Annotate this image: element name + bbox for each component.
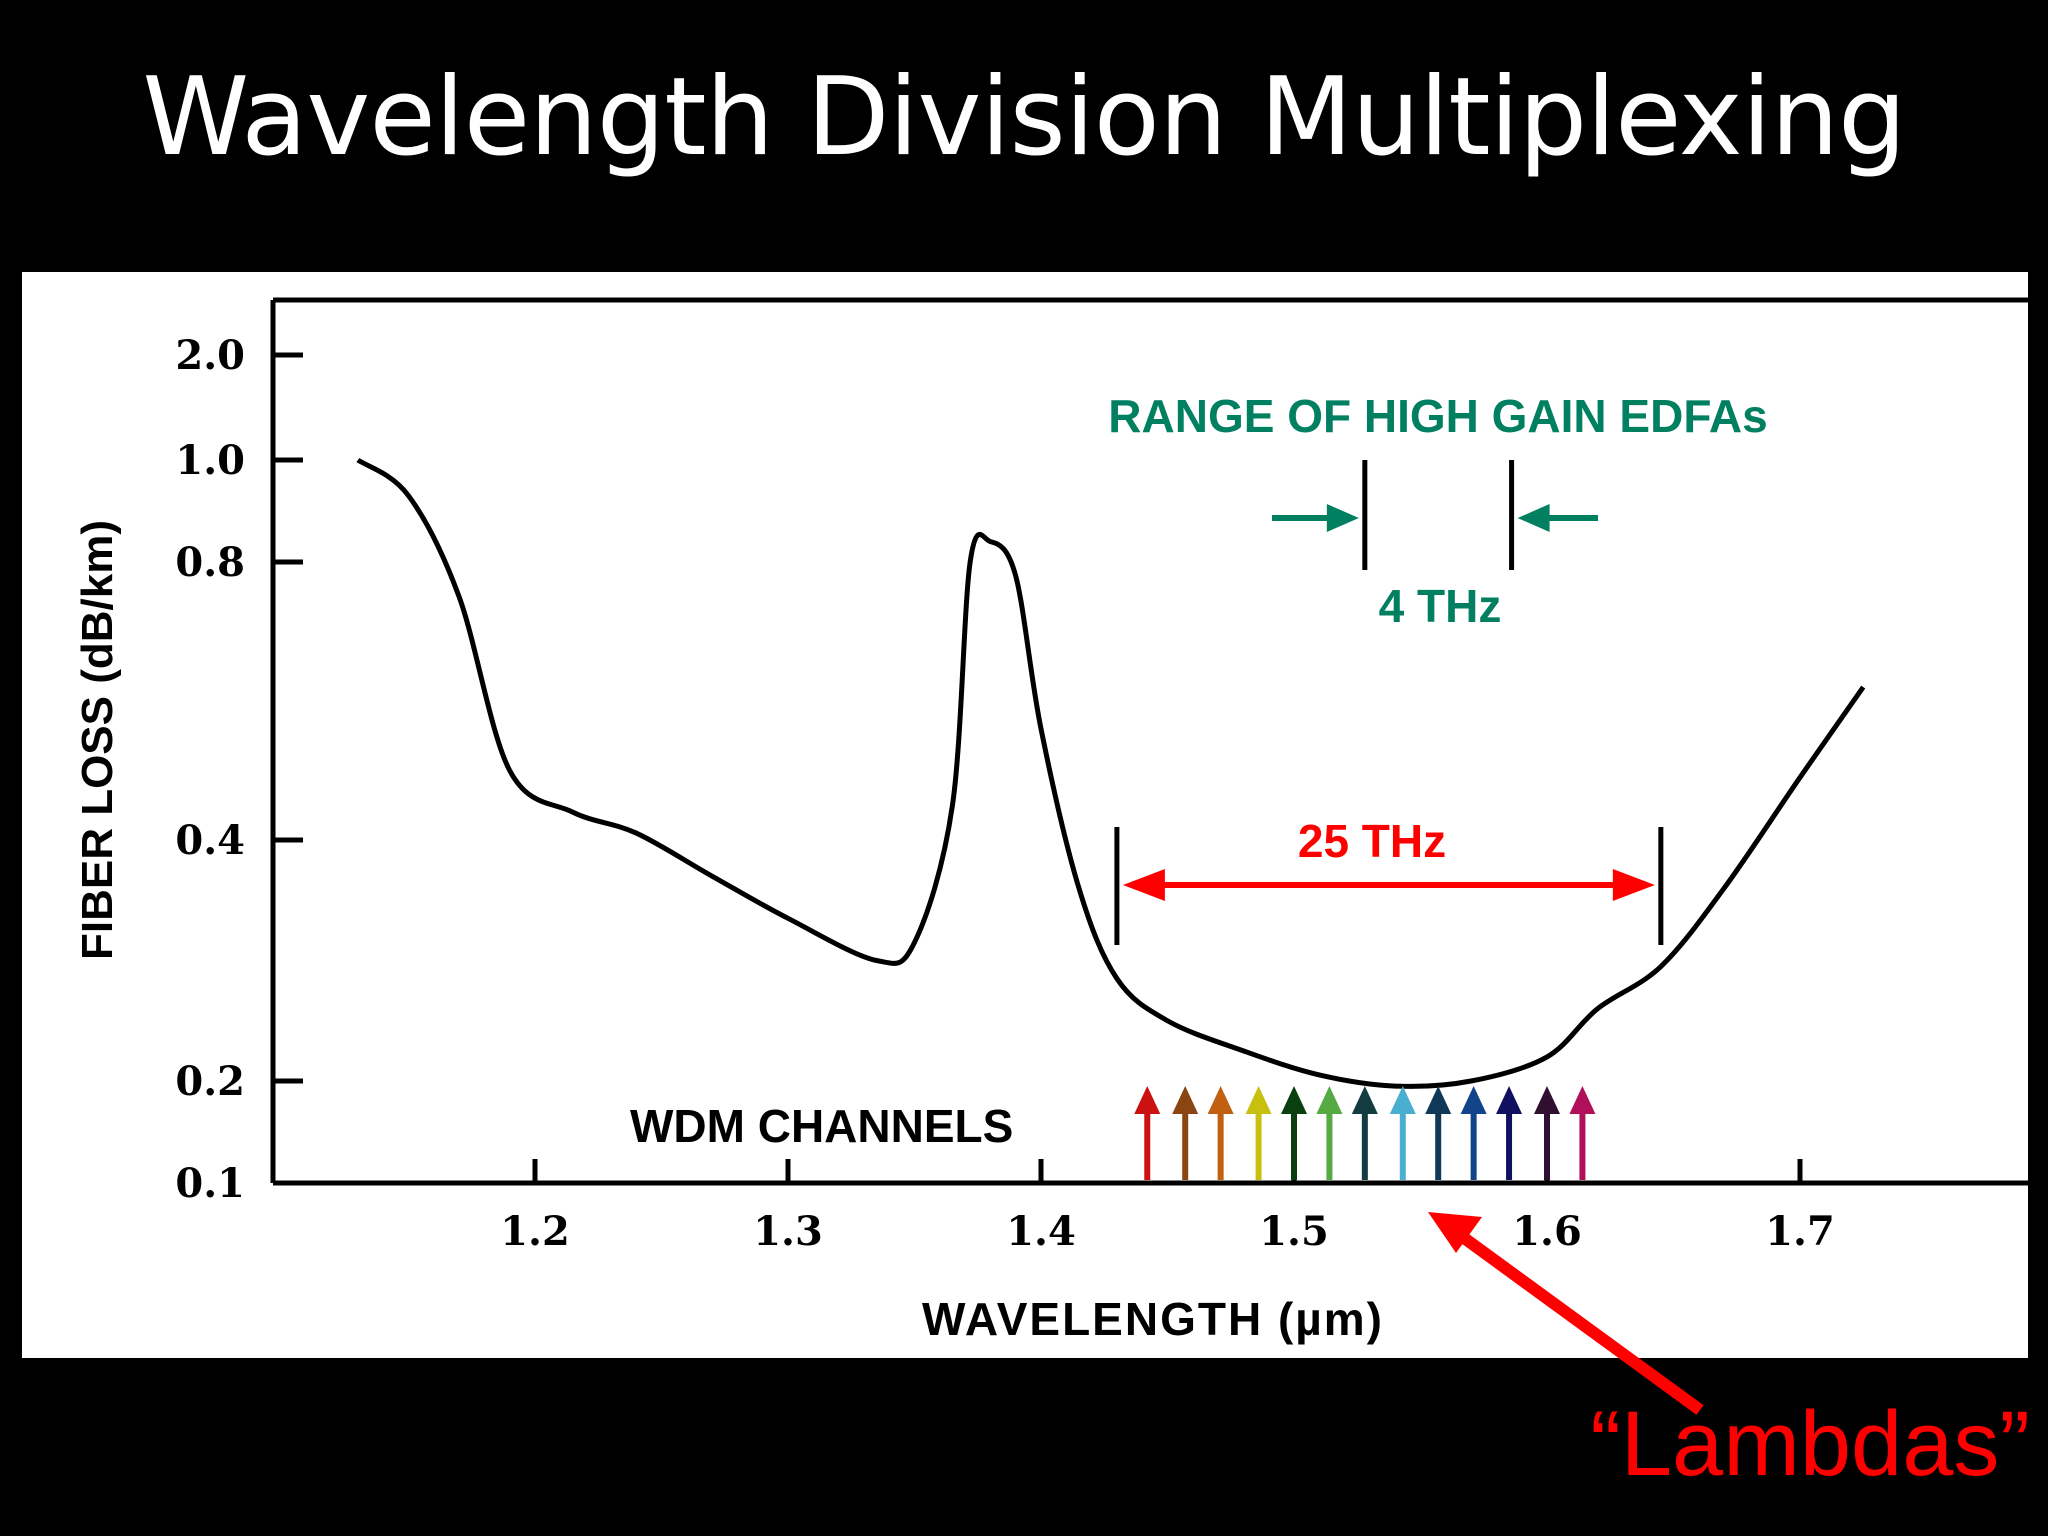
wdm-channel-arrowhead bbox=[1316, 1086, 1343, 1114]
x-axis-title: WAVELENGTH (µm) bbox=[922, 1293, 1384, 1345]
y-axis-title: FIBER LOSS (dB/km) bbox=[73, 520, 122, 960]
edfa-left-arrow-head bbox=[1326, 504, 1359, 532]
window-arrow-head-right bbox=[1612, 869, 1655, 901]
wdm-channel-arrowhead bbox=[1245, 1086, 1272, 1114]
y-tick-label: 0.1 bbox=[175, 1160, 245, 1207]
edfa-bandwidth-label: 4 THz bbox=[1379, 580, 1502, 632]
callout-arrow-shaft bbox=[1456, 1230, 1704, 1415]
wdm-channel-arrowhead bbox=[1460, 1086, 1487, 1114]
wdm-channel-arrowhead bbox=[1425, 1086, 1452, 1114]
window-bandwidth-label: 25 THz bbox=[1298, 815, 1446, 867]
plot-frame bbox=[270, 297, 2030, 1186]
slide-title: Wavelength Division Multiplexing bbox=[142, 55, 1906, 180]
wdm-channel-arrowhead bbox=[1496, 1086, 1523, 1114]
lambdas-callout-group: “Lambdas” bbox=[1428, 1212, 2030, 1495]
x-tick-label: 1.4 bbox=[1006, 1208, 1076, 1255]
y-tick-label: 0.2 bbox=[175, 1058, 245, 1105]
x-tick-label: 1.7 bbox=[1765, 1208, 1835, 1255]
wdm-channel-arrowhead bbox=[1281, 1086, 1307, 1114]
wdm-channel-arrowhead bbox=[1569, 1086, 1596, 1114]
wdm-channel-arrowhead bbox=[1134, 1086, 1161, 1114]
window-arrow-head-left bbox=[1122, 869, 1165, 901]
x-tick-label: 1.6 bbox=[1512, 1208, 1582, 1255]
x-tick-label: 1.5 bbox=[1259, 1208, 1329, 1255]
x-axis: 1.2 1.3 1.4 1.5 1.6 1.7 WAVELENGTH (µm) bbox=[500, 1159, 1835, 1345]
x-tick-label: 1.2 bbox=[500, 1208, 570, 1255]
wdm-channels-label: WDM CHANNELS bbox=[630, 1100, 1013, 1152]
wdm-channels-group: WDM CHANNELS bbox=[630, 1086, 1596, 1180]
y-tick-label: 2.0 bbox=[175, 332, 245, 379]
annotations-group: RANGE OF HIGH GAIN EDFAs 4 THz 25 THz bbox=[1108, 390, 1768, 945]
y-tick-label: 0.8 bbox=[175, 539, 245, 586]
callout-arrow-head bbox=[1428, 1212, 1482, 1253]
loss-curve bbox=[356, 457, 1866, 1089]
y-axis: 0.1 0.2 0.4 0.8 1.0 2.0 FIBER LOSS (dB/km) bbox=[73, 332, 303, 1207]
edfa-range-label: RANGE OF HIGH GAIN EDFAs bbox=[1108, 390, 1767, 442]
loss-curve-group bbox=[356, 457, 1866, 1089]
wdm-channel-arrowhead bbox=[1207, 1086, 1234, 1114]
wdm-channel-arrowhead bbox=[1534, 1086, 1560, 1114]
lambdas-label: “Lambdas” bbox=[1590, 1393, 2030, 1495]
y-tick-label: 1.0 bbox=[175, 437, 245, 484]
edfa-right-arrow-head bbox=[1517, 504, 1550, 532]
wdm-channel-arrowhead bbox=[1351, 1086, 1378, 1114]
x-tick-label: 1.3 bbox=[753, 1208, 823, 1255]
wdm-channel-arrowhead bbox=[1389, 1086, 1416, 1114]
wdm-channel-arrowhead bbox=[1172, 1086, 1199, 1114]
chart-panel bbox=[22, 272, 2028, 1358]
y-tick-label: 0.4 bbox=[175, 817, 245, 864]
